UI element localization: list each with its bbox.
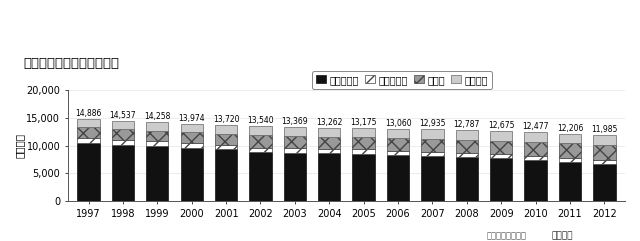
- Text: 13,369: 13,369: [282, 117, 308, 126]
- Y-axis label: （千台）: （千台）: [15, 133, 25, 158]
- Text: 14,537: 14,537: [109, 111, 136, 120]
- Bar: [318, 128, 340, 137]
- Bar: [318, 153, 340, 201]
- Bar: [284, 127, 306, 136]
- Bar: [77, 119, 100, 127]
- Bar: [559, 162, 581, 201]
- Bar: [593, 135, 616, 145]
- Bar: [421, 156, 444, 201]
- Bar: [215, 125, 237, 134]
- Bar: [112, 129, 134, 140]
- Text: 11,985: 11,985: [591, 125, 618, 134]
- Bar: [353, 149, 375, 154]
- Text: 13,540: 13,540: [247, 116, 274, 125]
- Text: 12,477: 12,477: [522, 122, 549, 131]
- Text: 13,720: 13,720: [213, 115, 239, 124]
- Text: 13,060: 13,060: [385, 119, 412, 128]
- Text: 12,935: 12,935: [419, 120, 445, 128]
- Bar: [215, 145, 237, 149]
- Bar: [593, 161, 616, 164]
- Bar: [318, 137, 340, 149]
- Text: 12,787: 12,787: [454, 120, 480, 129]
- Bar: [353, 154, 375, 201]
- Bar: [524, 156, 547, 160]
- Text: 12,206: 12,206: [557, 123, 583, 133]
- Bar: [387, 151, 409, 155]
- Bar: [559, 134, 581, 143]
- Bar: [180, 124, 203, 133]
- Bar: [284, 148, 306, 153]
- Bar: [250, 152, 271, 201]
- Bar: [559, 158, 581, 162]
- Bar: [215, 134, 237, 145]
- Text: ＜二輪車保有台数の推移＞: ＜二輪車保有台数の推移＞: [23, 57, 119, 70]
- Bar: [146, 131, 168, 141]
- Bar: [387, 155, 409, 201]
- Bar: [456, 157, 478, 201]
- Text: 13,175: 13,175: [350, 118, 377, 127]
- Bar: [77, 143, 100, 201]
- Bar: [490, 158, 513, 201]
- Bar: [112, 120, 134, 129]
- Bar: [421, 152, 444, 156]
- Bar: [490, 154, 513, 158]
- Text: 14,886: 14,886: [76, 109, 102, 118]
- Bar: [456, 140, 478, 153]
- Bar: [180, 133, 203, 143]
- Bar: [318, 149, 340, 153]
- Bar: [421, 129, 444, 139]
- Text: 13,974: 13,974: [179, 114, 205, 123]
- Text: （年度）: （年度）: [551, 232, 573, 241]
- Bar: [387, 129, 409, 138]
- Bar: [524, 142, 547, 156]
- Bar: [250, 147, 271, 152]
- Bar: [524, 132, 547, 142]
- Text: 出所）国土交通省: 出所）国土交通省: [486, 232, 526, 241]
- Bar: [180, 148, 203, 201]
- Bar: [284, 136, 306, 148]
- Bar: [353, 137, 375, 149]
- Bar: [77, 138, 100, 143]
- Text: 14,258: 14,258: [144, 112, 170, 121]
- Text: 12,675: 12,675: [488, 121, 515, 130]
- Bar: [77, 127, 100, 138]
- Bar: [250, 126, 271, 135]
- Bar: [353, 128, 375, 137]
- Bar: [387, 138, 409, 151]
- Bar: [146, 146, 168, 201]
- Bar: [112, 140, 134, 145]
- Bar: [146, 122, 168, 131]
- Bar: [456, 130, 478, 140]
- Bar: [250, 135, 271, 147]
- Bar: [215, 149, 237, 201]
- Bar: [112, 145, 134, 201]
- Text: 13,262: 13,262: [316, 118, 342, 127]
- Bar: [593, 145, 616, 161]
- Bar: [593, 164, 616, 201]
- Bar: [490, 141, 513, 154]
- Bar: [524, 160, 547, 201]
- Bar: [284, 153, 306, 201]
- Bar: [421, 139, 444, 152]
- Bar: [456, 153, 478, 157]
- Bar: [490, 131, 513, 141]
- Bar: [180, 143, 203, 148]
- Bar: [146, 141, 168, 146]
- Bar: [559, 143, 581, 158]
- Legend: 原付第一種, 原付第二種, 軽二輪, 小型二輪: 原付第一種, 原付第二種, 軽二輪, 小型二輪: [312, 71, 492, 89]
